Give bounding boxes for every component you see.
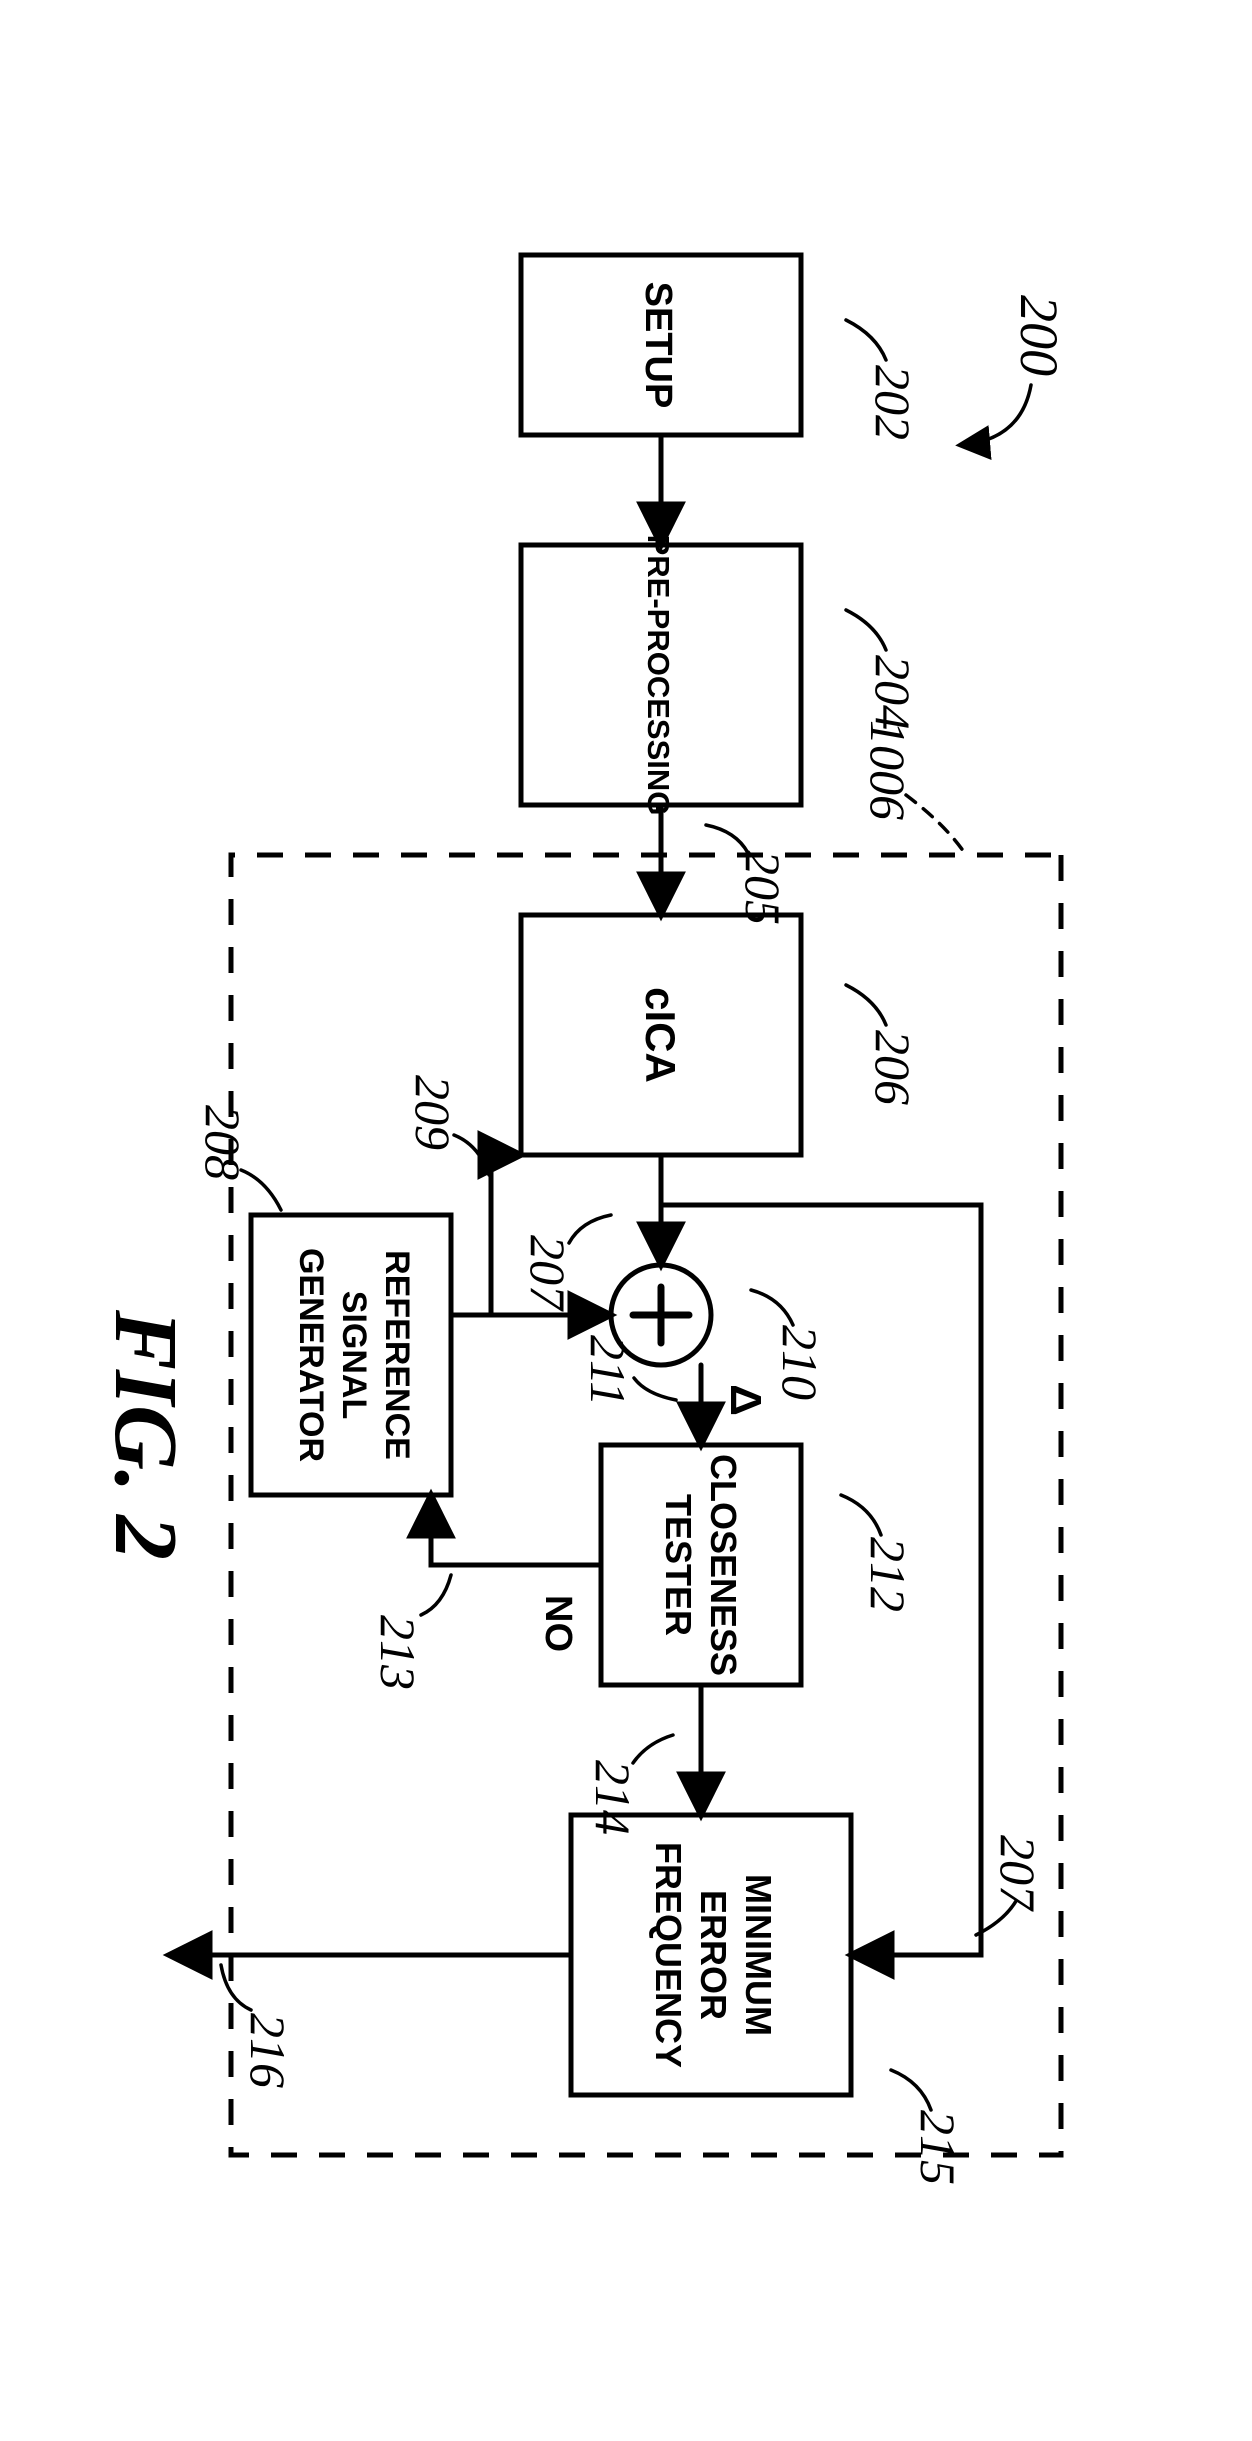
ref-l1: REFERENCE <box>378 1250 416 1460</box>
lead-211 <box>634 1378 676 1400</box>
node-close: CLOSENESS TESTER 212 <box>601 1445 916 1685</box>
label-200: 200 <box>1009 295 1069 376</box>
overall-label: 200 <box>961 295 1069 445</box>
label-213-group: 213 <box>370 1575 451 1690</box>
overall-hook <box>961 385 1031 445</box>
label-207b-group: 207 <box>976 1835 1046 1935</box>
label-210: 210 <box>772 1325 828 1400</box>
edge-close-ref <box>431 1497 601 1565</box>
min-l1: MINIMUM <box>738 1874 779 2036</box>
lead-204 <box>846 610 886 650</box>
cica-label: cICA <box>637 987 684 1083</box>
label-202: 202 <box>865 365 921 440</box>
lead-214 <box>633 1735 673 1763</box>
lead-210 <box>751 1290 793 1325</box>
lead-202 <box>846 320 886 360</box>
lead-212 <box>841 1495 881 1535</box>
pre-label: PRE-PROCESSING <box>641 535 676 816</box>
close-l2: TESTER <box>658 1494 699 1636</box>
page: 200 1006 SETUP 202 PRE-PROCESSING <box>0 0 1252 2441</box>
node-sum: 210 <box>611 1265 828 1400</box>
label-215: 215 <box>910 2110 966 2185</box>
label-216: 216 <box>240 2013 296 2088</box>
setup-label: SETUP <box>637 282 679 409</box>
label-212: 212 <box>860 1537 916 1612</box>
label-214: 214 <box>585 1760 641 1835</box>
no-label: NO <box>537 1595 579 1652</box>
delta-label: Δ <box>721 1384 770 1416</box>
lead-213 <box>421 1575 451 1615</box>
node-cica: cICA 206 <box>521 915 921 1155</box>
min-l3: FREQUENCY <box>648 1842 689 2068</box>
ref-l2: SIGNAL <box>335 1291 373 1419</box>
label-209-group: 209 <box>405 1075 489 1175</box>
node-setup: SETUP 202 <box>521 255 921 440</box>
figure-label: FIG. 2 <box>101 1309 195 1560</box>
ref-l3: GENERATOR <box>292 1248 330 1462</box>
label-205: 205 <box>735 850 791 925</box>
label-208: 208 <box>195 1105 251 1180</box>
label-207-group: 207 <box>520 1215 611 1312</box>
lead-205 <box>706 825 748 853</box>
label-207b: 207 <box>990 1835 1046 1912</box>
lead-206 <box>846 985 886 1025</box>
rotated-stage: 200 1006 SETUP 202 PRE-PROCESSING <box>101 175 1151 2265</box>
lead-216 <box>221 1965 251 2010</box>
label-206: 206 <box>865 1030 921 1105</box>
label-204: 204 <box>865 655 921 730</box>
label-205-group: 205 <box>706 825 791 925</box>
min-l2: ERROR <box>693 1890 734 2020</box>
diagram-svg: 200 1006 SETUP 202 PRE-PROCESSING <box>101 175 1151 2265</box>
edge-ref-cica <box>491 1155 519 1315</box>
close-l1: CLOSENESS <box>703 1454 744 1676</box>
label-213: 213 <box>370 1615 426 1690</box>
node-min: MINIMUM ERROR FREQUENCY 215 <box>571 1815 966 2185</box>
label-207: 207 <box>520 1235 576 1312</box>
label-209: 209 <box>405 1075 461 1150</box>
label-1006-group: 1006 <box>860 720 966 855</box>
label-211: 211 <box>580 1335 636 1406</box>
lead-215 <box>891 2070 931 2110</box>
label-1006: 1006 <box>860 720 916 820</box>
